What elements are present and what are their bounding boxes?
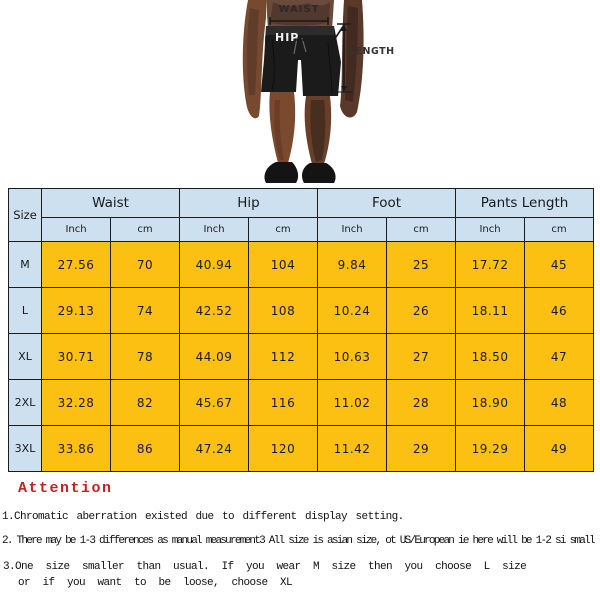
cell-value: 33.86 [41, 425, 111, 472]
cell-value: 47 [524, 333, 595, 380]
waistband [266, 26, 334, 35]
cell-value: 18.50 [455, 333, 526, 380]
cell-value: 18.90 [455, 379, 526, 426]
cell-value: 25 [386, 241, 457, 288]
cell-value: 44.09 [179, 333, 249, 380]
size-label: 3XL [8, 425, 42, 472]
attention-note-2: 2. There may be 1-3 differences as manua… [2, 535, 596, 547]
cell-value: 104 [247, 241, 319, 288]
waist-group-header: Waist [41, 188, 180, 218]
cell-value: 11.42 [317, 425, 388, 472]
cell-value: 120 [247, 425, 319, 472]
cell-value: 49 [524, 425, 595, 472]
cell-value: 45 [524, 241, 595, 288]
size-label: L [8, 287, 42, 334]
unit-header: cm [110, 217, 180, 242]
foot-group-header: Foot [317, 188, 457, 218]
cell-value: 17.72 [455, 241, 526, 288]
size-label: M [8, 241, 42, 288]
unit-header: cm [247, 217, 319, 242]
cell-value: 32.28 [41, 379, 111, 426]
right-shoe [302, 163, 336, 183]
cell-value: 47.24 [179, 425, 249, 472]
size-label: 2XL [8, 379, 42, 426]
cell-value: 28 [386, 379, 457, 426]
cell-value: 46 [524, 287, 595, 334]
cell-value: 27.56 [41, 241, 111, 288]
cell-value: 11.02 [317, 379, 388, 426]
hip-group-header: Hip [178, 188, 319, 218]
table-row-m: M 27.56 70 40.94 104 9.84 25 17.72 45 [8, 241, 595, 288]
unit-header: Inch [41, 217, 111, 242]
cell-value: 116 [247, 379, 319, 426]
cell-value: 10.63 [317, 333, 388, 380]
cell-value: 86 [110, 425, 180, 472]
unit-header: cm [386, 217, 457, 242]
waist-label: WAIST [278, 4, 319, 15]
cell-value: 112 [247, 333, 319, 380]
cell-value: 29.13 [41, 287, 111, 334]
cell-value: 78 [110, 333, 180, 380]
cell-value: 70 [110, 241, 180, 288]
table-group-header-row: Size Waist Hip Foot Pants Length [8, 188, 595, 242]
attention-note-3-continued: or if you want to be loose, choose XL [18, 577, 293, 589]
cell-value: 45.67 [179, 379, 249, 426]
attention-note-3: 3.One size smaller than usual. If you we… [3, 561, 527, 573]
cell-value: 10.24 [317, 287, 388, 334]
table-row-2xl: 2XL 32.28 82 45.67 116 11.02 28 18.90 48 [8, 379, 595, 426]
table-row-l: L 29.13 74 42.52 108 10.24 26 18.11 46 [8, 287, 595, 334]
cell-value: 48 [524, 379, 595, 426]
size-diagram: WAIST HIP LENGTH [228, 0, 400, 188]
table-unit-header-row: Inch cm Inch cm Inch cm Inch cm [9, 217, 595, 242]
pants-length-group-header: Pants Length [455, 188, 595, 218]
size-label: XL [8, 333, 42, 380]
cell-value: 74 [110, 287, 180, 334]
cell-value: 82 [110, 379, 180, 426]
cell-value: 29 [386, 425, 457, 472]
unit-header: cm [524, 217, 595, 242]
size-column-header: Size [8, 188, 42, 242]
cell-value: 18.11 [455, 287, 526, 334]
left-leg [269, 92, 296, 163]
table-row-3xl: 3XL 33.86 86 47.24 120 11.42 29 19.29 49 [8, 425, 595, 472]
cell-value: 26 [386, 287, 457, 334]
cell-value: 30.71 [41, 333, 111, 380]
unit-header: Inch [179, 217, 249, 242]
shorts [261, 26, 341, 96]
cell-value: 9.84 [317, 241, 388, 288]
cell-value: 19.29 [455, 425, 526, 472]
attention-note-1: 1.Chromatic aberration existed due to di… [2, 511, 404, 523]
cell-value: 27 [386, 333, 457, 380]
attention-section: Attention 1.Chromatic aberration existed… [0, 480, 600, 589]
length-connector-line [333, 24, 345, 41]
cell-value: 42.52 [179, 287, 249, 334]
unit-header: Inch [455, 217, 526, 242]
cell-value: 108 [247, 287, 319, 334]
hip-measure-line [265, 36, 334, 44]
model-photo: WAIST HIP LENGTH [242, 0, 395, 183]
attention-heading: Attention [18, 480, 113, 497]
left-shoe [264, 162, 299, 183]
cell-value: 40.94 [179, 241, 249, 288]
waist-measure-line [269, 17, 329, 25]
length-measure-line [337, 23, 351, 92]
length-label: LENGTH [349, 46, 395, 57]
size-chart-table: Size Waist Hip Foot Pants Length Inch cm… [8, 188, 595, 472]
unit-header: Inch [317, 217, 388, 242]
table-row-xl: XL 30.71 78 44.09 112 10.63 27 18.50 47 [8, 333, 595, 380]
hip-label: HIP [275, 31, 299, 44]
